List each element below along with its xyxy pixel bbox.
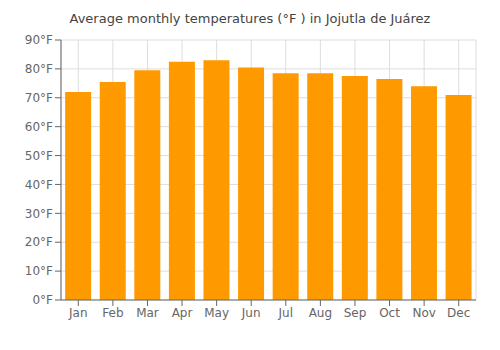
svg-text:10°F: 10°F — [25, 264, 53, 278]
svg-text:Oct: Oct — [379, 306, 400, 320]
svg-text:60°F: 60°F — [25, 120, 53, 134]
svg-text:20°F: 20°F — [25, 235, 53, 249]
svg-text:Feb: Feb — [102, 306, 123, 320]
svg-text:50°F: 50°F — [25, 149, 53, 163]
svg-text:80°F: 80°F — [25, 62, 53, 76]
svg-text:Nov: Nov — [412, 306, 435, 320]
svg-text:Jun: Jun — [241, 306, 261, 320]
svg-text:Sep: Sep — [344, 306, 367, 320]
svg-text:Dec: Dec — [447, 306, 470, 320]
svg-text:Jan: Jan — [68, 306, 88, 320]
svg-text:Aug: Aug — [309, 306, 332, 320]
svg-text:70°F: 70°F — [25, 91, 53, 105]
svg-text:0°F: 0°F — [32, 293, 53, 307]
svg-text:Apr: Apr — [172, 306, 193, 320]
html-text:Average monthly temperatures (: Average monthly temperatures (°F ) in Jo… — [69, 11, 431, 26]
svg-text:30°F: 30°F — [25, 207, 53, 221]
svg-text:Mar: Mar — [136, 306, 159, 320]
svg-text:90°F: 90°F — [25, 33, 53, 47]
svg-text:May: May — [204, 306, 229, 320]
svg-text:Jul: Jul — [278, 306, 293, 320]
svg-text:40°F: 40°F — [25, 178, 53, 192]
